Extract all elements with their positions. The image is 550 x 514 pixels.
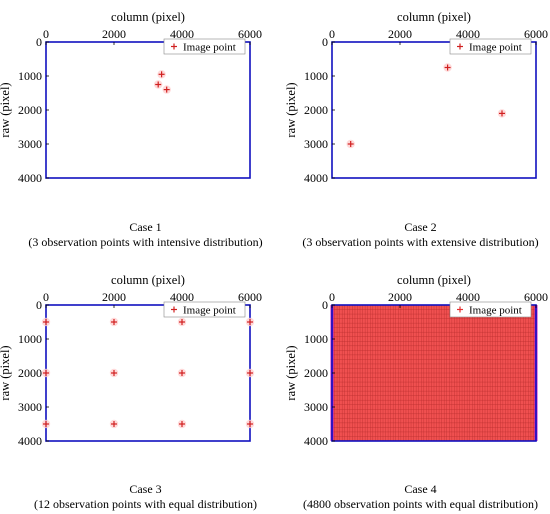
caption-title: Case 1 xyxy=(129,220,162,234)
image-point xyxy=(245,317,255,327)
x-axis-label: column (pixel) xyxy=(397,10,471,24)
x-tick-label: 6000 xyxy=(524,27,548,41)
image-point xyxy=(443,63,452,72)
x-tick-label: 6000 xyxy=(524,290,548,304)
caption-title: Case 3 xyxy=(129,482,162,496)
x-tick-label: 6000 xyxy=(238,27,262,41)
y-tick-label: 1000 xyxy=(18,332,42,346)
legend-label: Image point xyxy=(183,305,236,317)
caption-title: Case 4 xyxy=(404,482,437,496)
x-axis-label: column (pixel) xyxy=(111,10,185,24)
point-grid-lines xyxy=(331,304,537,442)
y-axis-label: raw (pixel) xyxy=(284,345,298,400)
y-tick-label: 3000 xyxy=(304,400,328,414)
chart-case-3: 0 2000 4000 6000 0 1000 2000 3000 4000 column (pi… xyxy=(0,273,262,448)
caption-case-1: Case 1 (3 observation points with intens… xyxy=(8,220,283,250)
legend-box xyxy=(163,301,246,318)
legend-box xyxy=(163,38,246,55)
plot-frame xyxy=(45,41,251,179)
legend-label: Image point xyxy=(469,42,522,54)
y-tick-label: 4000 xyxy=(304,171,328,185)
x-tick-label: 2000 xyxy=(102,27,126,41)
image-point xyxy=(177,317,187,327)
caption-case-3: Case 3 (12 observation points with equal… xyxy=(8,482,283,512)
image-point xyxy=(177,368,187,378)
x-tick-label: 4000 xyxy=(170,27,194,41)
image-point xyxy=(346,139,355,149)
x-tick-label: 0 xyxy=(43,27,49,41)
image-point xyxy=(109,317,119,327)
y-axis-label: raw (pixel) xyxy=(0,82,12,137)
y-tick-label: 4000 xyxy=(304,434,328,448)
image-point xyxy=(497,109,507,118)
x-tick-label: 6000 xyxy=(238,290,262,304)
image-point xyxy=(109,368,119,378)
x-axis-label: column (pixel) xyxy=(397,273,471,287)
y-axis-label: raw (pixel) xyxy=(284,82,298,137)
y-tick-label: 1000 xyxy=(18,69,42,83)
legend-label: Image point xyxy=(183,42,236,54)
y-tick-label: 1000 xyxy=(304,332,328,346)
caption-title: Case 2 xyxy=(404,220,437,234)
x-tick-label: 2000 xyxy=(388,290,412,304)
legend: Image point xyxy=(163,301,246,318)
y-tick-label: 3000 xyxy=(18,137,42,151)
y-tick-label: 2000 xyxy=(18,366,42,380)
x-tick-label: 0 xyxy=(43,290,49,304)
y-tick-label: 2000 xyxy=(304,103,328,117)
y-tick-label: 4000 xyxy=(18,171,42,185)
image-point xyxy=(162,85,171,94)
caption-case-2: Case 2 (3 observation points with extens… xyxy=(283,220,550,250)
y-tick-label: 3000 xyxy=(304,137,328,151)
image-point xyxy=(245,419,255,429)
x-tick-label: 0 xyxy=(329,27,335,41)
image-point xyxy=(41,317,51,327)
x-tick-label: 4000 xyxy=(456,27,480,41)
x-tick-label: 4000 xyxy=(170,290,194,304)
y-tick-label: 0 xyxy=(36,298,42,312)
y-tick-label: 0 xyxy=(322,35,328,49)
chart-case-1: 0 2000 4000 6000 0 1000 2000 3000 4000 column (pi… xyxy=(0,10,262,185)
chart-case-4: 0 2000 4000 6000 0 1000 2000 3000 4000 column (pi… xyxy=(284,273,548,448)
image-point xyxy=(157,70,166,79)
image-point xyxy=(41,368,51,378)
y-tick-label: 0 xyxy=(322,298,328,312)
caption-case-4: Case 4 (4800 observation points with equ… xyxy=(283,482,550,512)
caption-subtitle: (3 observation points with intensive dis… xyxy=(28,235,263,249)
image-point xyxy=(109,419,119,429)
image-point xyxy=(154,80,163,89)
caption-subtitle: (3 observation points with extensive dis… xyxy=(302,235,539,249)
legend-box xyxy=(449,301,532,318)
y-tick-label: 4000 xyxy=(18,434,42,448)
y-tick-label: 3000 xyxy=(18,400,42,414)
x-axis-label: column (pixel) xyxy=(111,273,185,287)
image-point xyxy=(177,419,187,429)
y-tick-label: 2000 xyxy=(304,366,328,380)
y-tick-label: 1000 xyxy=(304,69,328,83)
legend: Image point xyxy=(449,38,532,55)
plot-frame xyxy=(45,304,251,442)
image-point xyxy=(245,368,255,378)
x-tick-label: 2000 xyxy=(102,290,126,304)
plot-frame xyxy=(331,41,537,179)
legend-label: Image point xyxy=(469,305,522,317)
legend: Image point xyxy=(449,301,532,318)
image-point xyxy=(41,419,51,429)
caption-subtitle: (4800 observation points with equal dist… xyxy=(303,497,538,511)
legend-box xyxy=(449,38,532,55)
x-tick-label: 4000 xyxy=(456,290,480,304)
legend: Image point xyxy=(163,38,246,55)
x-tick-label: 2000 xyxy=(388,27,412,41)
chart-case-2: 0 2000 4000 6000 0 1000 2000 3000 4000 column (pi… xyxy=(284,10,548,185)
y-tick-label: 0 xyxy=(36,35,42,49)
x-tick-label: 0 xyxy=(329,290,335,304)
y-tick-label: 2000 xyxy=(18,103,42,117)
caption-subtitle: (12 observation points with equal distri… xyxy=(34,497,257,511)
y-axis-label: raw (pixel) xyxy=(0,345,12,400)
